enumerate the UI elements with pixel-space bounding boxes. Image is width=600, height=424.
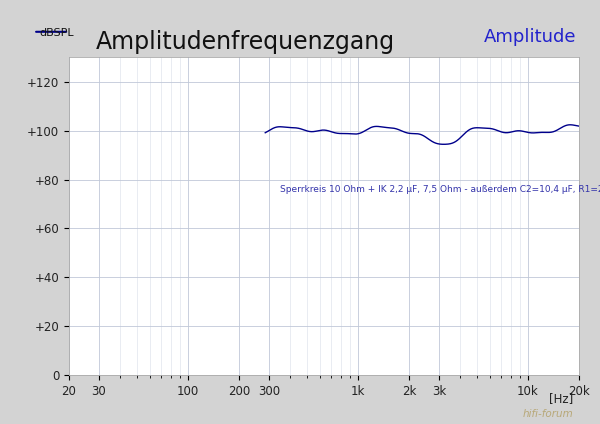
Text: Amplitudenfrequenzgang: Amplitudenfrequenzgang xyxy=(96,30,395,54)
Text: [Hz]: [Hz] xyxy=(549,392,573,405)
Text: hifi-forum: hifi-forum xyxy=(522,409,573,419)
Text: Sperrkreis 10 Ohm + IK 2,2 µF, 7,5 Ohm - außerdem C2=10,4 µF, R1=2,2 Ohm, L2 ent: Sperrkreis 10 Ohm + IK 2,2 µF, 7,5 Ohm -… xyxy=(280,185,600,194)
Text: dBSPL: dBSPL xyxy=(39,28,74,38)
Text: Amplitude: Amplitude xyxy=(484,28,576,45)
